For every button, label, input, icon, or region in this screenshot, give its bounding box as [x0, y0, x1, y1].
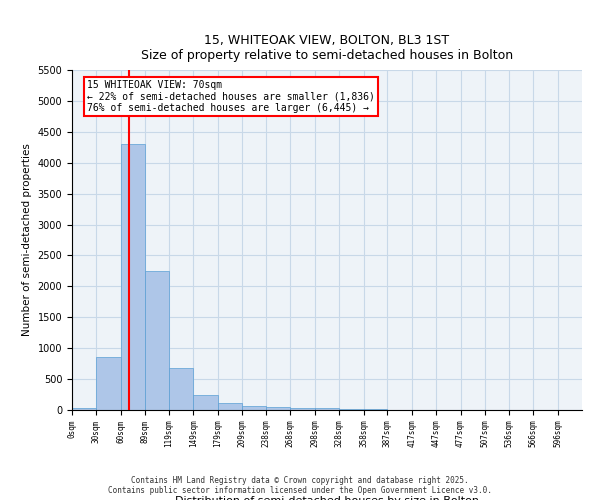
Title: 15, WHITEOAK VIEW, BOLTON, BL3 1ST
Size of property relative to semi-detached ho: 15, WHITEOAK VIEW, BOLTON, BL3 1ST Size …: [141, 34, 513, 62]
Bar: [169, 368, 193, 410]
Bar: [145, 271, 169, 410]
Bar: [339, 409, 364, 410]
Bar: [218, 402, 242, 410]
X-axis label: Distribution of semi-detached houses by size in Bolton: Distribution of semi-detached houses by …: [175, 496, 479, 500]
Y-axis label: Number of semi-detached properties: Number of semi-detached properties: [22, 144, 32, 336]
Bar: [315, 408, 339, 410]
Bar: [97, 358, 121, 410]
Bar: [266, 406, 290, 410]
Bar: [121, 144, 145, 410]
Bar: [290, 408, 315, 410]
Bar: [72, 408, 97, 410]
Bar: [242, 406, 266, 410]
Text: Contains HM Land Registry data © Crown copyright and database right 2025.
Contai: Contains HM Land Registry data © Crown c…: [108, 476, 492, 495]
Text: 15 WHITEOAK VIEW: 70sqm
← 22% of semi-detached houses are smaller (1,836)
76% of: 15 WHITEOAK VIEW: 70sqm ← 22% of semi-de…: [88, 80, 375, 114]
Bar: [193, 394, 218, 410]
